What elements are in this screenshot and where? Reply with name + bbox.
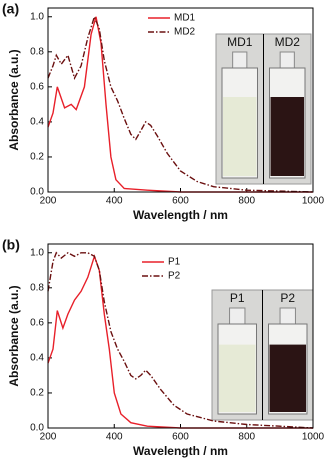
x-axis-label: Wavelength / nm	[133, 208, 228, 222]
x-tick-label: 1000	[302, 196, 325, 207]
vial-cap	[279, 51, 295, 69]
y-tick-label: 0.2	[30, 388, 44, 399]
plot-frame	[47, 7, 314, 193]
x-tick-label: 800	[238, 432, 255, 443]
vial-liquid	[269, 344, 306, 412]
x-tick-label: 600	[172, 196, 189, 207]
x-tick-label: 1000	[302, 432, 325, 443]
panel-label: (a)	[2, 1, 19, 17]
inset-label: P1	[230, 291, 245, 305]
x-tick-label: 200	[40, 196, 57, 207]
y-tick-label: 0.4	[30, 353, 44, 364]
panel-label: (b)	[2, 237, 20, 253]
x-tick-label: 600	[172, 432, 189, 443]
y-tick-label: 0.8	[30, 282, 44, 293]
inset-label: P2	[280, 291, 295, 305]
inset-label: MD1	[227, 35, 253, 49]
x-tick-label: 800	[238, 196, 255, 207]
x-tick-label: 200	[40, 432, 57, 443]
y-tick-label: 0.4	[30, 117, 44, 128]
data-line	[47, 14, 314, 193]
y-tick-label: 1.0	[30, 247, 44, 258]
inset-label: MD2	[275, 35, 301, 49]
y-tick-label: 0.8	[30, 46, 44, 57]
vial-cap	[229, 307, 246, 325]
y-tick-label: 0.6	[30, 81, 44, 92]
data-line	[47, 251, 314, 429]
y-tick-label: 0.2	[30, 152, 44, 163]
vial-cap	[232, 51, 248, 69]
y-tick-label: 0.0	[30, 423, 44, 434]
y-axis-label: Absorbance (a.u.)	[7, 285, 21, 386]
legend-label: MD1	[174, 13, 196, 24]
y-axis-label: Absorbance (a.u.)	[7, 49, 21, 150]
legend-label: MD2	[174, 27, 196, 38]
vial-liquid	[270, 97, 304, 176]
legend-label: P1	[168, 257, 181, 268]
plot-frame	[47, 243, 314, 429]
vial-cap	[279, 307, 296, 325]
vial-liquid	[219, 344, 256, 412]
y-tick-label: 0.0	[30, 187, 44, 198]
data-line	[47, 16, 313, 193]
x-axis-label: Wavelength / nm	[133, 444, 228, 458]
y-tick-label: 1.0	[30, 11, 44, 22]
data-line	[47, 254, 313, 429]
x-tick-label: 400	[106, 196, 123, 207]
vial-liquid	[223, 97, 257, 176]
legend-label: P2	[168, 271, 181, 282]
x-tick-label: 400	[106, 432, 123, 443]
y-tick-label: 0.6	[30, 317, 44, 328]
